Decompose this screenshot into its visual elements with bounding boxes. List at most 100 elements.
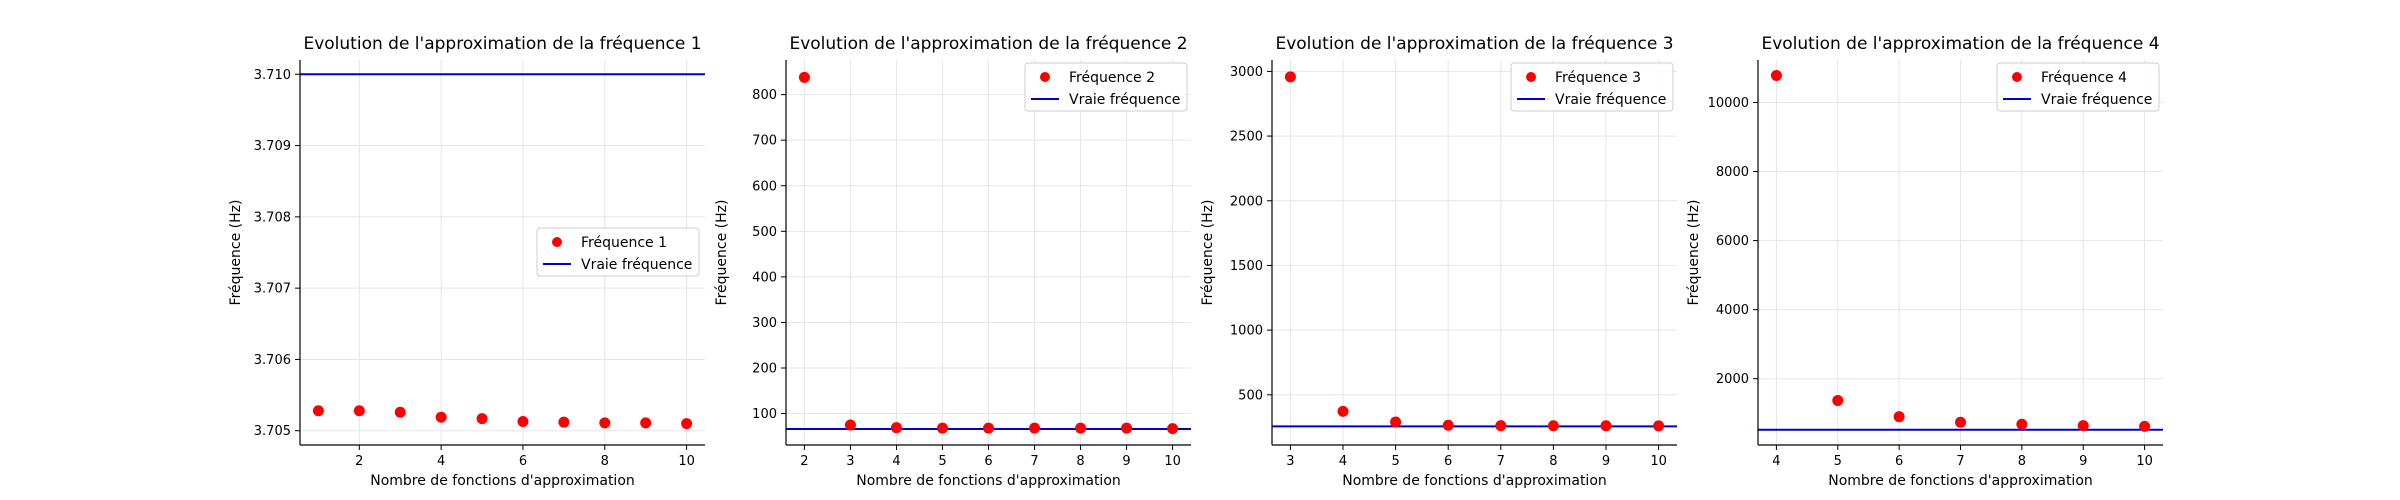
data-point — [2016, 418, 2028, 430]
legend: Fréquence 4 Vraie fréquence — [1996, 62, 2160, 112]
x-tick-label: 4 — [1339, 454, 1347, 469]
x-tick-label: 5 — [1834, 454, 1842, 469]
y-tick-label: 2500 — [1230, 130, 1263, 145]
x-tick-label: 8 — [1549, 454, 1557, 469]
x-tick-label: 6 — [1444, 454, 1452, 469]
data-point — [1955, 416, 1966, 428]
subplot-title: Evolution de l'approximation de la fréqu… — [1275, 34, 1673, 54]
x-tick-label: 9 — [1602, 454, 1610, 469]
y-tick-label: 300 — [752, 316, 777, 331]
y-tick-label: 500 — [1238, 388, 1263, 403]
data-point — [1653, 420, 1665, 432]
x-tick-label: 7 — [1956, 454, 1964, 469]
y-tick-label: 3000 — [1230, 65, 1263, 80]
y-tick-label: 800 — [752, 88, 777, 103]
data-point — [890, 422, 902, 434]
x-tick-label: 7 — [1030, 454, 1038, 469]
y-tick-label: 6000 — [1716, 234, 1749, 249]
subplot-frequence-1: 2 4 6 8 10 3.705 3.706 3.707 3.708 3.709 3.710 Evo… — [228, 34, 705, 489]
x-tick-label: 10 — [2136, 454, 2153, 469]
data-point — [1284, 71, 1296, 83]
y-axis-label: Fréquence (Hz) — [714, 200, 730, 306]
x-tick-label: 6 — [1895, 454, 1903, 469]
legend-entry-points: Fréquence 2 — [1069, 70, 1155, 86]
subplot-frequence-2: 2 3 4 5 6 7 8 9 10 100 200 300 400 500 600 700 800 Evolu… — [714, 34, 1191, 489]
y-tick-label: 100 — [752, 407, 777, 422]
y-tick-label: 2000 — [1716, 372, 1749, 387]
subplot-frequence-4: 4 5 6 7 8 9 10 2000 4000 6000 8000 10000 Evolution … — [1686, 34, 2163, 489]
y-tick-label: 1500 — [1230, 259, 1263, 274]
y-tick-label: 4000 — [1716, 303, 1749, 318]
y-tick-label: 3.709 — [254, 139, 291, 154]
y-tick-label: 8000 — [1716, 165, 1749, 180]
legend-marker-points — [552, 237, 562, 247]
y-tick-label: 3.705 — [254, 424, 291, 439]
legend-entry-points: Fréquence 3 — [1555, 70, 1641, 86]
x-tick-label: 6 — [519, 454, 527, 469]
data-point — [1893, 411, 1905, 423]
y-tick-label: 700 — [752, 134, 777, 149]
y-axis-label: Fréquence (Hz) — [228, 200, 244, 306]
x-tick-label: 3 — [846, 454, 854, 469]
data-point — [1029, 422, 1041, 434]
legend-marker-points — [2012, 72, 2022, 82]
y-tick-label: 2000 — [1230, 194, 1263, 209]
y-axis-label: Fréquence (Hz) — [1200, 200, 1216, 306]
x-axis-label: Nombre de fonctions d'approximation — [856, 473, 1121, 489]
x-tick-label: 4 — [1772, 454, 1780, 469]
x-tick-label: 9 — [2079, 454, 2087, 469]
data-point — [1075, 422, 1087, 434]
x-tick-label: 9 — [1122, 454, 1130, 469]
x-tick-label: 5 — [1391, 454, 1399, 469]
legend-entry-line: Vraie fréquence — [2041, 92, 2152, 108]
subplot-title: Evolution de l'approximation de la fréqu… — [789, 34, 1187, 54]
legend: Fréquence 3 Vraie fréquence — [1510, 62, 1674, 112]
data-point — [353, 405, 365, 417]
x-tick-label: 3 — [1286, 454, 1294, 469]
data-point — [798, 71, 810, 83]
legend-marker-points — [1526, 72, 1536, 82]
data-point — [476, 413, 488, 425]
x-axis-label: Nombre de fonctions d'approximation — [1828, 473, 2093, 489]
data-point — [599, 417, 611, 429]
data-point — [1770, 70, 1782, 82]
x-tick-label: 4 — [437, 454, 445, 469]
data-point — [1442, 419, 1454, 431]
legend-entry-line: Vraie fréquence — [581, 257, 692, 273]
data-point — [394, 406, 406, 418]
y-tick-label: 200 — [752, 362, 777, 377]
x-tick-label: 6 — [984, 454, 992, 469]
x-tick-label: 8 — [2018, 454, 2026, 469]
data-point — [681, 418, 693, 430]
legend: Fréquence 2 Vraie fréquence — [1024, 62, 1188, 112]
x-tick-label: 2 — [355, 454, 363, 469]
data-point — [983, 422, 994, 434]
x-tick-label: 2 — [800, 454, 808, 469]
subplot-title: Evolution de l'approximation de la fréqu… — [1761, 34, 2159, 54]
data-point — [936, 422, 948, 434]
y-tick-label: 500 — [752, 225, 777, 240]
x-tick-label: 8 — [1076, 454, 1084, 469]
legend-marker-points — [1040, 72, 1050, 82]
x-tick-label: 4 — [892, 454, 900, 469]
y-tick-label: 3.706 — [254, 353, 291, 368]
legend-entry-line: Vraie fréquence — [1069, 92, 1180, 108]
y-axis-label: Fréquence (Hz) — [1686, 200, 1702, 306]
subplot-frequence-3: 3 4 5 6 7 8 9 10 500 1000 1500 2000 2500 3000 Evoluti… — [1200, 34, 1677, 489]
y-tick-label: 400 — [752, 270, 777, 285]
y-tick-label: 10000 — [1708, 96, 1749, 111]
data-point — [435, 411, 447, 423]
x-axis-label: Nombre de fonctions d'approximation — [370, 473, 635, 489]
legend: Fréquence 1 Vraie fréquence — [536, 227, 700, 277]
data-point — [558, 416, 570, 428]
data-point — [1495, 420, 1507, 432]
data-point — [1337, 405, 1349, 417]
data-point — [312, 405, 324, 417]
legend-entry-points: Fréquence 1 — [581, 235, 667, 251]
legend-entry-points: Fréquence 4 — [2041, 70, 2127, 86]
data-point — [640, 417, 652, 429]
subplot-title: Evolution de l'approximation de la fréqu… — [303, 34, 701, 54]
data-point — [517, 415, 529, 427]
data-point — [2139, 420, 2151, 432]
